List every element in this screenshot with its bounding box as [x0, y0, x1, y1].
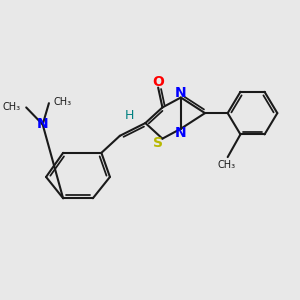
Text: O: O — [152, 76, 164, 89]
Text: CH₃: CH₃ — [217, 160, 235, 170]
Text: CH₃: CH₃ — [53, 97, 71, 107]
Text: N: N — [175, 86, 187, 100]
Text: CH₃: CH₃ — [2, 102, 20, 112]
Text: N: N — [37, 118, 49, 131]
Text: N: N — [175, 126, 187, 140]
Text: H: H — [125, 110, 134, 122]
Text: S: S — [153, 136, 163, 150]
